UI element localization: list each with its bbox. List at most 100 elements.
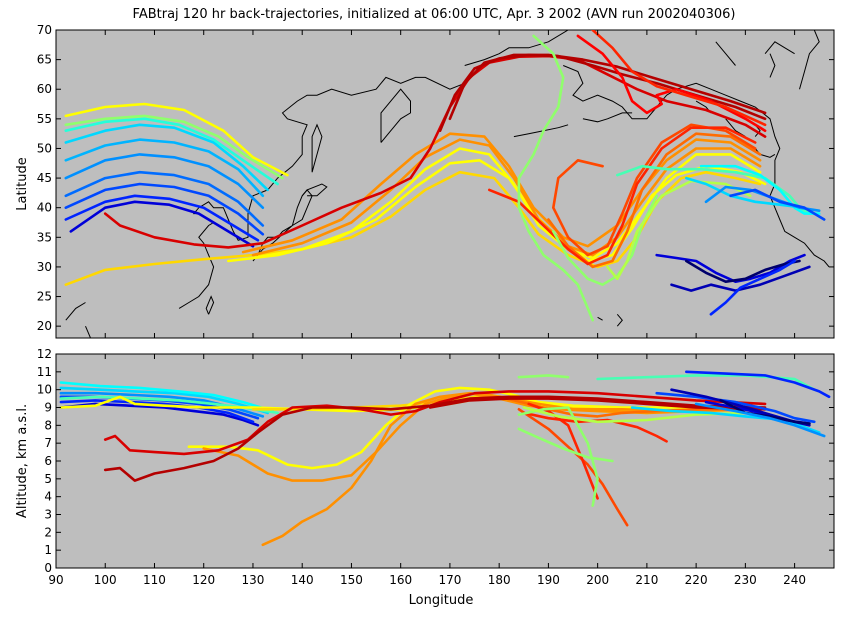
altitude-trajectory-12 [261, 391, 757, 547]
coastline-segment [301, 183, 328, 197]
altitude-ytick-label: 2 [44, 525, 52, 539]
map-ytick-label: 70 [37, 23, 52, 37]
map-trajectory-8 [64, 117, 279, 186]
altitude-trajectory-5 [59, 386, 269, 415]
altitude-ytick-label: 0 [44, 561, 52, 575]
altitude-xtick-label: 220 [685, 573, 708, 587]
altitude-xtick-label: 120 [192, 573, 215, 587]
coastline-segment [715, 41, 736, 66]
altitude-ylabel: Altitude, km a.s.l. [15, 404, 30, 518]
altitude-ytick-label: 4 [44, 490, 52, 504]
map-trajectory-9 [64, 114, 284, 180]
map-trajectory-33 [670, 265, 811, 292]
altitude-xtick-label: 210 [635, 573, 658, 587]
altitude-xtick-label: 230 [734, 573, 757, 587]
altitude-trajectory-11 [202, 391, 762, 482]
altitude-trajectory-14 [517, 408, 629, 527]
altitude-trajectory-27 [685, 370, 831, 399]
map-ytick-label: 60 [37, 82, 52, 96]
map-ylabel: Latitude [15, 157, 30, 211]
map-trajectory-18 [488, 126, 757, 266]
altitude-trajectory-20 [517, 374, 570, 379]
map-ytick-label: 55 [37, 112, 52, 126]
map-ytick-label: 25 [37, 290, 52, 304]
altitude-ytick-label: 12 [37, 347, 52, 361]
coastline-segment [205, 295, 215, 315]
coastline-segment [311, 123, 323, 173]
altitude-trajectory-16 [522, 411, 668, 443]
coastline-segment [85, 326, 91, 338]
altitude-ytick-label: 10 [37, 383, 52, 397]
coastline-segment [769, 53, 776, 78]
map-trajectory-34 [685, 259, 801, 283]
altitude-trajectory-31 [694, 402, 826, 438]
map-trajectory-4 [64, 170, 265, 227]
map-axis-ticks: 20 25 30 35 40 45 50 55 60 65 70 [37, 23, 834, 338]
map-trajectory-10 [64, 102, 289, 177]
altitude-xtick-label: 140 [291, 573, 314, 587]
map-trajectory-26 [606, 179, 752, 281]
map-panel: 20 25 30 35 40 45 50 55 60 65 70 Latitude [15, 23, 835, 339]
map-ytick-label: 45 [37, 171, 52, 185]
map-trajectory-15 [241, 132, 762, 254]
altitude-ytick-label: 3 [44, 508, 52, 522]
altitude-trajectory-10 [187, 386, 762, 470]
altitude-xtick-label: 190 [537, 573, 560, 587]
map-trajectory-35 [709, 259, 796, 316]
map-trajectory-3 [64, 182, 265, 236]
altitude-trajectory-30 [719, 399, 811, 425]
map-trajectory-11 [64, 170, 762, 286]
altitude-xtick-label: 160 [389, 573, 412, 587]
coastline-segment [799, 30, 820, 90]
coastline-segment [178, 76, 465, 309]
altitude-ytick-label: 7 [44, 436, 52, 450]
altitude-xtick-label: 180 [488, 573, 511, 587]
coastline-segment [597, 316, 603, 321]
coastline-segment [464, 30, 569, 66]
map-trajectory-25 [552, 194, 658, 286]
coastline-segment [563, 65, 830, 268]
coastline-segment [616, 313, 623, 327]
figure-title: FABtraj 120 hr back-trajectories, initia… [133, 7, 736, 22]
altitude-plot-area [55, 353, 835, 569]
map-trajectories [64, 30, 826, 322]
altitude-xtick-label: 200 [586, 573, 609, 587]
altitude-xtick-label: 150 [340, 573, 363, 587]
altitude-ytick-label: 1 [44, 543, 52, 557]
altitude-trajectory-17 [103, 390, 767, 456]
altitude-trajectories [59, 370, 831, 547]
altitude-ytick-label: 11 [37, 365, 52, 379]
altitude-trajectory-2 [59, 399, 255, 424]
altitude-ytick-label: 8 [44, 418, 52, 432]
altitude-xtick-label: 240 [783, 573, 806, 587]
altitude-xlabel: Longitude [409, 593, 474, 608]
map-ytick-label: 65 [37, 53, 52, 67]
altitude-trajectory-23 [522, 406, 747, 424]
coastline-segment [65, 302, 86, 321]
map-ytick-label: 40 [37, 201, 52, 215]
map-ytick-label: 35 [37, 230, 52, 244]
altitude-trajectory-26 [655, 391, 816, 424]
altitude-xtick-label: 110 [143, 573, 166, 587]
map-trajectory-5 [64, 153, 265, 209]
altitude-xtick-label: 90 [48, 573, 63, 587]
map-trajectory-24 [517, 34, 594, 322]
map-trajectory-1 [69, 200, 255, 248]
altitude-trajectory-6 [59, 381, 274, 413]
map-ytick-label: 50 [37, 141, 52, 155]
altitude-ytick-label: 5 [44, 472, 52, 486]
coastline-layer [65, 30, 830, 338]
altitude-xtick-label: 100 [94, 573, 117, 587]
map-trajectory-16 [547, 132, 762, 269]
altitude-ytick-label: 9 [44, 401, 52, 415]
map-trajectory-7 [64, 123, 269, 192]
coastline-segment [582, 112, 633, 123]
map-ytick-label: 30 [37, 260, 52, 274]
map-trajectory-29 [685, 176, 806, 209]
altitude-trajectory-18 [103, 395, 767, 482]
altitude-trajectory-19 [428, 397, 767, 411]
map-trajectory-31 [729, 188, 826, 221]
